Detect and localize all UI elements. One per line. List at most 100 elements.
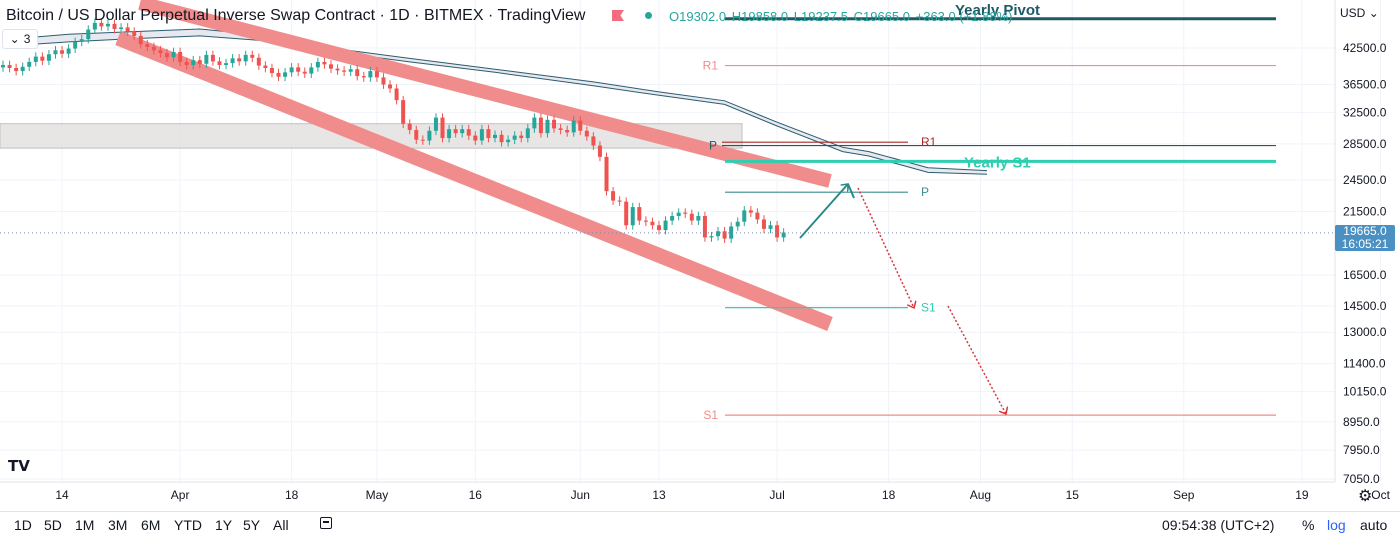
candle-body [702,215,707,238]
candle-body [538,117,543,134]
candle-body [584,130,589,137]
cloud-upper-line [2,28,988,172]
flag-icon[interactable] [612,10,624,21]
pivot-label: Yearly S1 [964,154,1031,171]
candle-body [663,220,668,231]
candle-body [20,66,25,72]
x-tick-label: 18 [285,488,299,502]
up-projection-arrow [799,184,848,239]
candle-body [768,225,773,229]
candle-body [427,130,432,141]
clock-time[interactable]: 09:54:38 (UTC+2) [1162,517,1275,533]
range-5d-button[interactable]: 5D [44,517,62,533]
y-tick-label: 7050.0 [1343,472,1380,486]
candle-body [604,156,609,192]
candle-body [512,135,517,140]
x-tick-label: 18 [882,488,896,502]
chart-canvas[interactable]: Yearly Pivot R1 R1 P Yearly S1 P S1 S1 42500.0 3… [0,0,1400,511]
candle-body [14,68,19,72]
candle-body [191,60,196,65]
tradingview-logo-icon[interactable]: TV [8,457,30,475]
y-tick-label: 7950.0 [1343,443,1380,457]
candle-body [46,54,51,61]
candle-body [643,220,648,222]
candle-body [119,27,124,30]
candle-body [145,44,150,47]
candle-body [92,22,97,30]
range-all-button[interactable]: All [273,517,289,533]
candle-body [493,134,497,139]
candle-body [355,69,360,77]
candle-body [637,207,642,221]
time-axis[interactable]: 14 Apr 18 May 16 Jun 13 Jul 18 Aug 15 Sep 19 Oct [55,488,1390,502]
candle-body [276,72,281,77]
candle-body [256,57,261,66]
log-scale-button[interactable]: log [1327,517,1346,533]
candle-body [184,61,189,65]
current-price-tag: 19665.0 16:05:21 [1335,225,1395,251]
chevron-down-icon: ⌄ [1368,6,1379,20]
candle-body [27,61,32,67]
x-tick-label: Oct [1371,488,1390,502]
range-ytd-button[interactable]: YTD [174,517,202,533]
candle-body [591,136,596,146]
candle-body [597,145,602,157]
candle-body [158,50,163,54]
candle-body [683,212,688,214]
pivot-label: P [921,185,929,199]
candle-body [269,68,274,73]
calendar-icon[interactable] [320,517,332,529]
cloud-lower-line [2,35,988,175]
auto-scale-button[interactable]: auto [1360,517,1388,533]
candle-body [696,215,701,221]
candle-body [250,54,255,58]
x-tick-label: Jun [571,488,590,502]
channel-lower-band [115,31,833,331]
range-3m-button[interactable]: 3M [108,517,128,533]
pivot-label: S1 [921,301,936,315]
candle-body [60,50,65,54]
ohlc-high: H19858.0 [731,9,789,24]
range-6m-button[interactable]: 6M [141,517,161,533]
x-tick-label: May [366,488,389,502]
candle-body [453,129,458,134]
candle-body [414,129,419,140]
x-tick-label: 19 [1295,488,1309,502]
gear-icon[interactable]: ⚙ [1358,488,1373,505]
candle-body [466,129,471,136]
y-tick-label: 10150.0 [1343,385,1387,399]
x-tick-label: Jul [769,488,784,502]
candle-body [742,210,747,222]
y-tick-label: 11400.0 [1343,357,1386,371]
range-1d-button[interactable]: 1D [14,517,32,533]
ohlc-legend: O19302.0 H19858.0 L19237.5 C19665.0 +363… [669,9,1014,24]
range-1m-button[interactable]: 1M [75,517,95,533]
price-axis[interactable]: 42500.0 36500.0 32500.0 28500.0 24500.0 21500… [1343,41,1387,486]
candle-body [204,54,209,64]
candle-body [761,219,766,229]
chevron-down-icon: ⌄ [9,32,20,46]
candle-body [775,225,780,238]
up-projection-tail [847,183,855,199]
currency-selector[interactable]: USD ⌄ [1340,6,1379,20]
candle-body [335,68,340,71]
candle-body [178,51,183,62]
candle-body [224,63,229,65]
candle-body [329,64,333,69]
candle-body [151,46,156,51]
percent-scale-button[interactable]: % [1302,517,1315,533]
range-1y-button[interactable]: 1Y [215,517,233,533]
candle-body [7,64,12,69]
x-tick-label: Sep [1173,488,1195,502]
range-5y-button[interactable]: 5Y [243,517,261,533]
candle-body [460,129,465,134]
candle-body [473,135,478,141]
candle-body [283,72,288,77]
candle-body [748,210,753,213]
y-tick-label: 28500.0 [1343,137,1387,151]
collapse-indicators-button[interactable]: ⌄ 3 [2,29,38,49]
x-tick-label: 16 [469,488,483,502]
y-tick-label: 21500.0 [1343,204,1387,218]
candle-body [486,129,491,139]
candle-body [676,212,681,216]
